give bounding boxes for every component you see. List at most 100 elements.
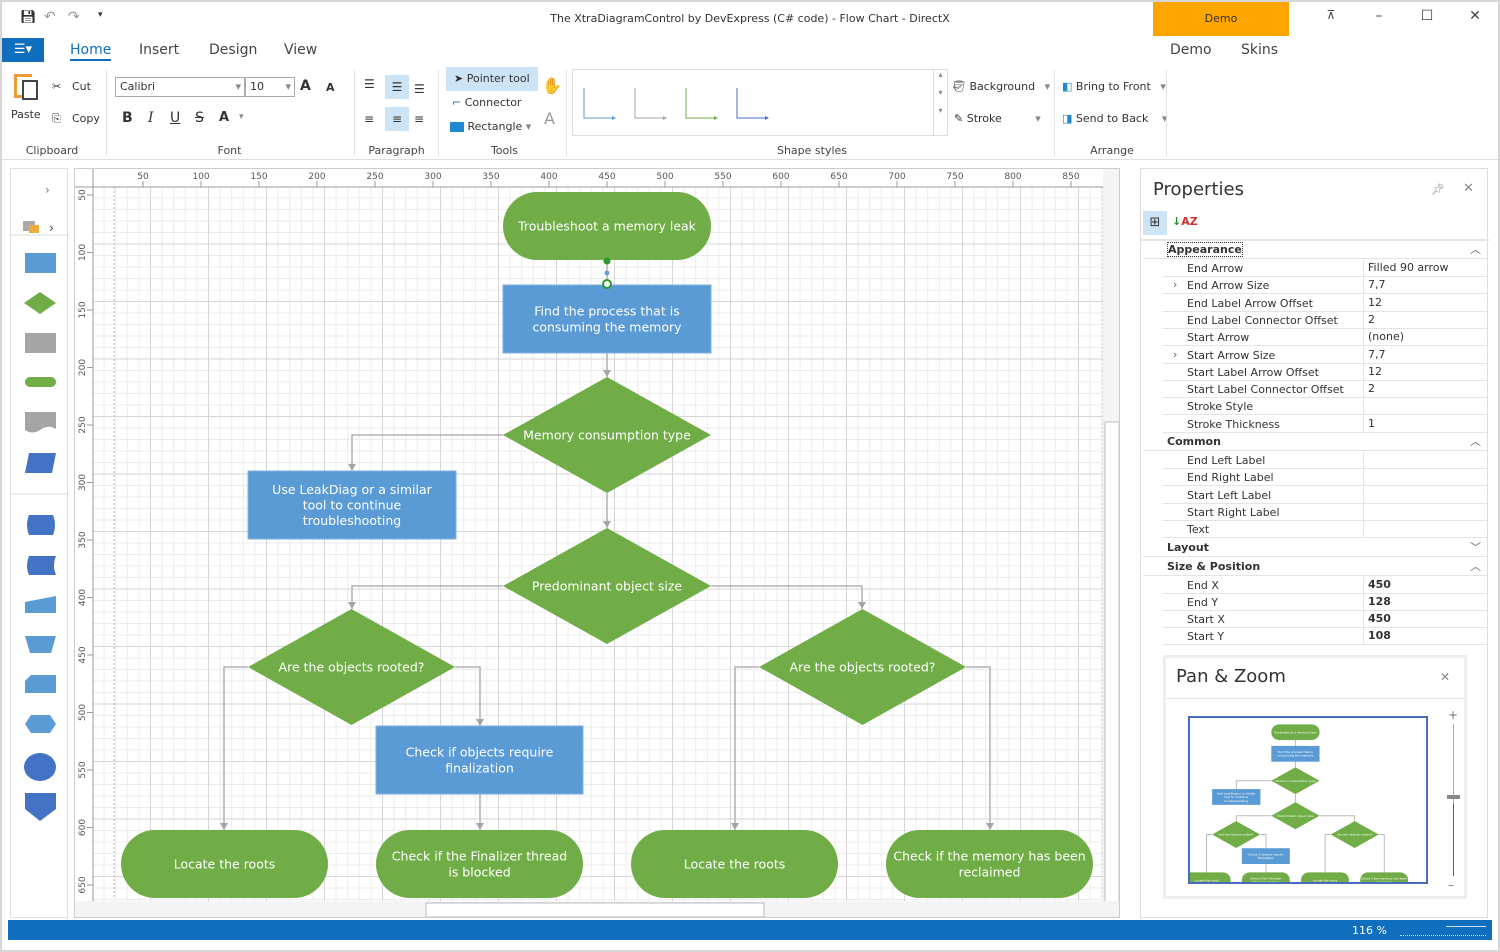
- strikethrough-button[interactable]: S: [195, 110, 204, 126]
- font-color-button[interactable]: A: [219, 110, 230, 125]
- property-category[interactable]: Layout ﹀: [1143, 539, 1487, 557]
- property-value[interactable]: Filled 90 arrow: [1363, 260, 1487, 276]
- rectangle-button[interactable]: Rectangle ▾: [450, 120, 531, 133]
- property-value[interactable]: 128: [1363, 593, 1487, 610]
- stroke-button[interactable]: ✎ Stroke ▾: [954, 112, 1041, 125]
- property-row[interactable]: Start X 450: [1163, 611, 1487, 629]
- property-value[interactable]: 7,7: [1363, 346, 1487, 363]
- connector-midpoint-handle[interactable]: [604, 270, 610, 276]
- expand-icon[interactable]: ﹀: [1470, 540, 1481, 554]
- tab-view[interactable]: View: [284, 42, 318, 58]
- property-row[interactable]: Stroke Style: [1163, 398, 1487, 416]
- italic-button[interactable]: I: [148, 110, 154, 126]
- property-value[interactable]: 450: [1363, 611, 1487, 628]
- alphabetical-sort-icon[interactable]: ↓AZ: [1172, 215, 1198, 228]
- property-value[interactable]: 7,7: [1363, 277, 1487, 294]
- connector-end-handle[interactable]: [602, 279, 612, 289]
- property-row[interactable]: › Start Arrow Size 7,7: [1163, 346, 1487, 364]
- zoom-slider-thumb[interactable]: [1447, 795, 1460, 799]
- horizontal-scroll-thumb[interactable]: [425, 902, 765, 917]
- property-row[interactable]: End Label Arrow Offset 12: [1163, 294, 1487, 312]
- tab-design[interactable]: Design: [209, 42, 258, 58]
- shrink-font-icon[interactable]: A: [326, 81, 335, 94]
- property-value[interactable]: 12: [1363, 294, 1487, 311]
- diagram-surface[interactable]: 50 100 150 200 250 300 350 400 450 500 550 600 650 70…: [75, 169, 1120, 918]
- underline-button[interactable]: U: [170, 110, 181, 126]
- close-button[interactable]: ✕: [1469, 8, 1481, 24]
- property-category[interactable]: Size & Position ︿: [1143, 558, 1487, 576]
- property-row[interactable]: Start Left Label: [1163, 486, 1487, 504]
- font-color-dropdown-icon[interactable]: ▾: [239, 112, 244, 122]
- send-to-back-button[interactable]: ◨ Send to Back ▾: [1062, 112, 1168, 125]
- pan-zoom-viewport[interactable]: Troubleshoot a memory leak Find the proce…: [1182, 716, 1428, 889]
- property-value[interactable]: 2: [1363, 381, 1487, 398]
- paste-button[interactable]: Paste: [11, 108, 41, 121]
- property-row[interactable]: › End Arrow Size 7,7: [1163, 277, 1487, 295]
- pointer-tool-button[interactable]: ➤ Pointer tool: [446, 67, 538, 91]
- collapse-icon[interactable]: ︿: [1470, 243, 1481, 256]
- property-row[interactable]: Start Label Connector Offset 2: [1163, 381, 1487, 399]
- terminator-node[interactable]: [631, 830, 838, 898]
- property-row[interactable]: End Y 128: [1163, 593, 1487, 611]
- property-row[interactable]: Start Arrow (none): [1163, 329, 1487, 347]
- close-pan-zoom-icon[interactable]: ✕: [1440, 670, 1451, 684]
- align-middle-icon[interactable]: ☰: [385, 75, 409, 99]
- expand-row-icon[interactable]: ›: [1173, 278, 1178, 292]
- align-top-icon[interactable]: ☰: [364, 77, 375, 91]
- vertical-scroll-thumb[interactable]: [1104, 421, 1119, 905]
- decision-node[interactable]: [503, 528, 711, 644]
- bring-to-front-button[interactable]: ◧ Bring to Front ▾: [1062, 80, 1166, 93]
- minimize-button[interactable]: –: [1375, 8, 1383, 24]
- pin-icon[interactable]: 📌︎: [1431, 183, 1445, 196]
- terminator-node[interactable]: [503, 192, 711, 260]
- align-center-icon[interactable]: ≡: [385, 107, 409, 131]
- terminator-node[interactable]: [886, 830, 1093, 898]
- property-row[interactable]: Start Right Label: [1163, 503, 1487, 521]
- property-row[interactable]: Start Label Arrow Offset 12: [1163, 363, 1487, 381]
- collapse-icon[interactable]: ︿: [1470, 435, 1481, 448]
- tab-skins[interactable]: Skins: [1241, 42, 1279, 58]
- terminator-node[interactable]: [376, 830, 583, 898]
- restore-ribbon-icon[interactable]: ⊼: [1326, 8, 1336, 22]
- tab-home[interactable]: Home: [70, 42, 112, 61]
- file-menu-button[interactable]: ☰▾: [2, 38, 44, 62]
- property-value[interactable]: [1363, 452, 1487, 468]
- font-family-select[interactable]: Calibri ▾: [115, 77, 245, 97]
- property-value[interactable]: 1: [1363, 415, 1487, 432]
- demo-badge[interactable]: Demo: [1153, 2, 1289, 36]
- decision-node[interactable]: [759, 609, 966, 725]
- redo-icon[interactable]: ↷: [68, 9, 80, 25]
- property-row[interactable]: End X 450: [1163, 576, 1487, 594]
- tab-insert[interactable]: Insert: [139, 42, 180, 58]
- background-button[interactable]: 🪣︎ Background ▾: [952, 80, 1051, 93]
- zoom-in-icon[interactable]: +: [1448, 708, 1459, 722]
- property-value[interactable]: 2: [1363, 311, 1487, 328]
- connector-start-handle[interactable]: [603, 257, 611, 265]
- copy-button[interactable]: Copy: [72, 112, 100, 125]
- property-value[interactable]: 108: [1363, 628, 1487, 645]
- decision-node[interactable]: [503, 377, 711, 493]
- zoom-track[interactable]: [1400, 935, 1486, 936]
- maximize-button[interactable]: ☐: [1420, 8, 1434, 24]
- cut-button[interactable]: Cut: [72, 80, 91, 93]
- gallery-scroll[interactable]: ▴ ▾ ▾: [933, 70, 947, 135]
- property-row[interactable]: Text: [1163, 521, 1487, 539]
- categorized-view-icon[interactable]: ⊞: [1143, 211, 1167, 235]
- expand-row-icon[interactable]: ›: [1173, 347, 1178, 361]
- close-properties-icon[interactable]: ✕: [1463, 181, 1474, 196]
- align-left-icon[interactable]: ≡: [364, 112, 375, 126]
- grow-font-icon[interactable]: A: [300, 78, 311, 94]
- qat-dropdown-icon[interactable]: ▾: [98, 10, 103, 20]
- undo-icon[interactable]: ↶: [44, 9, 56, 25]
- process-node[interactable]: [247, 470, 457, 540]
- property-category[interactable]: Appearance ︿: [1143, 241, 1487, 259]
- property-value[interactable]: [1363, 521, 1487, 538]
- decision-node[interactable]: [248, 609, 455, 725]
- property-value[interactable]: 12: [1363, 363, 1487, 380]
- connector-button[interactable]: ⌐ Connector: [452, 96, 522, 109]
- property-category[interactable]: Common ︿: [1143, 433, 1487, 451]
- property-value[interactable]: [1363, 398, 1487, 415]
- property-value[interactable]: [1363, 503, 1487, 520]
- terminator-node[interactable]: [121, 830, 328, 898]
- property-row[interactable]: End Right Label: [1163, 469, 1487, 487]
